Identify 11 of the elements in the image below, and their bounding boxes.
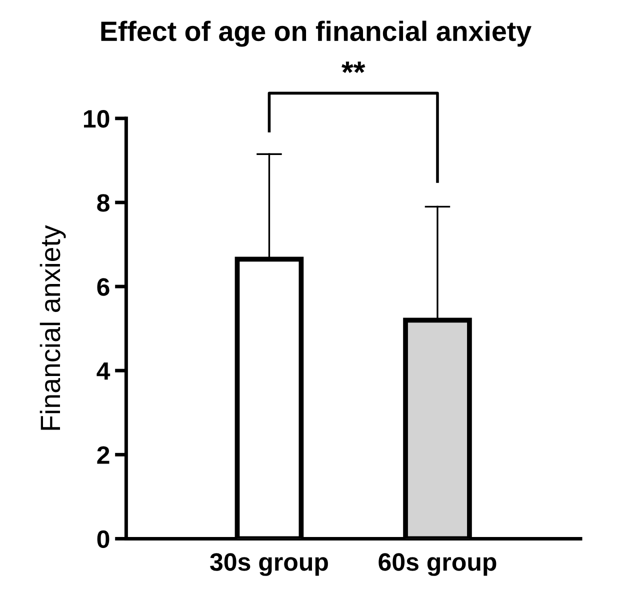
- y-tick-label: 4: [96, 362, 110, 380]
- y-axis-title: Financial anxiety: [40, 225, 66, 430]
- y-tick-label: 2: [97, 446, 110, 464]
- y-tick-label: 10: [84, 110, 110, 128]
- y-tick-label: 6: [97, 278, 110, 296]
- y-tick-label: 8: [97, 194, 110, 212]
- x-tick-label: 30s group: [210, 553, 328, 576]
- x-tick-label: 60s group: [378, 553, 496, 576]
- chart-title: Effect of age on financial anxiety: [101, 20, 532, 47]
- text: **: [342, 62, 366, 73]
- y-tick-label: 0: [97, 530, 110, 548]
